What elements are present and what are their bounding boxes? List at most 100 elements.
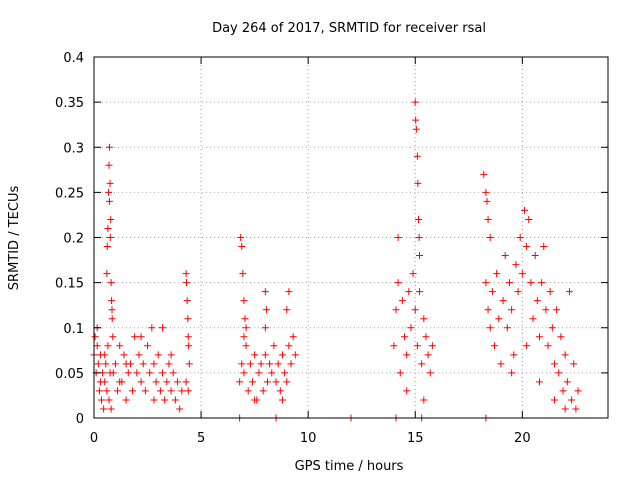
data-point	[529, 315, 537, 323]
data-point	[237, 234, 245, 241]
data-point	[178, 387, 186, 395]
data-point	[244, 387, 252, 395]
data-point	[102, 360, 110, 368]
data-point	[240, 297, 248, 305]
y-axis-label: SRMTID / TECUs	[7, 186, 22, 291]
data-point	[255, 369, 263, 377]
data-point	[183, 279, 191, 287]
data-point	[555, 369, 563, 377]
data-point	[523, 342, 531, 350]
data-point	[91, 333, 99, 341]
data-point	[486, 324, 494, 332]
data-point	[289, 333, 297, 341]
data-point	[129, 387, 137, 395]
data-point	[104, 224, 112, 232]
data-point	[281, 369, 289, 377]
data-point	[183, 297, 191, 305]
data-point	[525, 215, 533, 223]
data-point	[137, 333, 145, 341]
data-point	[144, 342, 152, 350]
data-point	[495, 315, 503, 323]
data-point	[531, 252, 539, 260]
data-point	[422, 333, 430, 341]
data-point	[135, 351, 143, 359]
data-point	[413, 152, 421, 160]
data-point	[261, 324, 269, 332]
data-point	[120, 351, 128, 359]
data-point	[420, 315, 428, 323]
data-point	[236, 378, 244, 386]
data-point	[413, 342, 421, 350]
data-point	[394, 234, 402, 241]
data-point	[182, 270, 190, 278]
data-point	[484, 306, 492, 314]
data-point	[116, 342, 124, 350]
data-point	[239, 270, 247, 278]
data-point	[171, 396, 179, 404]
data-point	[412, 116, 420, 124]
data-point	[570, 360, 578, 368]
data-point	[527, 279, 535, 287]
data-point	[392, 306, 400, 314]
data-point	[176, 405, 184, 413]
data-point	[483, 197, 491, 205]
data-point	[96, 378, 104, 386]
data-point	[403, 351, 411, 359]
data-point	[546, 288, 554, 296]
x-tick-label: 15	[407, 431, 424, 446]
data-point	[411, 306, 419, 314]
data-point	[131, 333, 139, 341]
chart-title: Day 264 of 2017, SRMTID for receiver rsa…	[212, 21, 486, 36]
data-point	[251, 396, 259, 404]
data-point	[415, 234, 423, 241]
y-tick-label: 0	[76, 412, 84, 427]
data-point	[542, 306, 550, 314]
data-point	[512, 261, 520, 269]
data-point	[482, 188, 490, 196]
data-point	[533, 297, 541, 305]
data-point	[390, 342, 398, 350]
data-point	[270, 342, 278, 350]
data-point	[565, 288, 573, 296]
data-point	[161, 396, 169, 404]
data-point	[276, 387, 284, 395]
y-tick-label: 0.4	[63, 51, 84, 66]
data-point	[501, 252, 509, 260]
axis-ticks: 0 0.05 0.1 0.15 0.2 0.25 0.3 0.35 0.4 0 5 10 15 20	[55, 51, 608, 446]
data-point	[109, 369, 117, 377]
data-point	[480, 170, 488, 178]
data-point	[242, 342, 250, 350]
data-point	[411, 98, 419, 106]
data-point	[287, 360, 295, 368]
data-point	[248, 378, 256, 386]
data-point	[108, 315, 116, 323]
data-point	[174, 378, 182, 386]
data-point	[116, 378, 124, 386]
data-point	[137, 378, 145, 386]
data-point	[106, 234, 114, 241]
data-point	[122, 396, 130, 404]
data-point	[488, 288, 496, 296]
x-tick-label: 10	[300, 431, 317, 446]
data-point	[122, 360, 130, 368]
data-point	[103, 270, 111, 278]
data-point	[403, 387, 411, 395]
data-point	[394, 279, 402, 287]
data-point	[257, 360, 265, 368]
data-point	[107, 279, 115, 287]
data-point	[124, 369, 132, 377]
data-point	[503, 324, 511, 332]
data-point	[550, 396, 558, 404]
data-point	[107, 405, 115, 413]
data-point	[412, 125, 420, 133]
data-point	[104, 342, 112, 350]
y-tick-label: 0.05	[55, 367, 84, 382]
data-point	[550, 360, 558, 368]
data-point	[401, 333, 409, 341]
data-point	[510, 351, 518, 359]
data-points	[90, 98, 582, 422]
data-point	[184, 315, 192, 323]
data-point	[553, 306, 561, 314]
data-point	[484, 215, 492, 223]
data-point	[523, 243, 531, 251]
